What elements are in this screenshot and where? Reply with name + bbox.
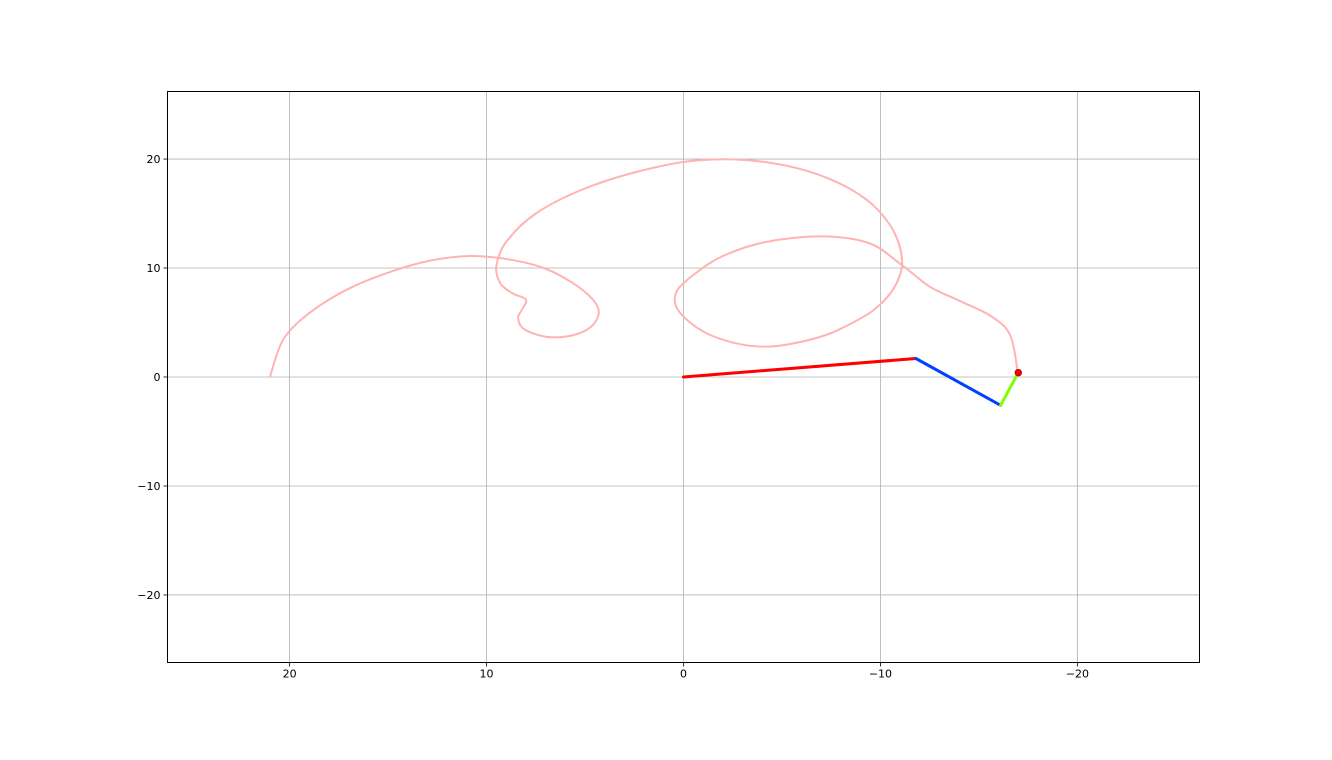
x-tick-label: 10 bbox=[480, 668, 494, 681]
x-tick-label: 0 bbox=[680, 668, 687, 681]
series-arm-link-1 bbox=[682, 357, 918, 379]
series-arm-link-2 bbox=[914, 357, 1003, 407]
series-trace bbox=[268, 158, 1020, 378]
x-tick-label: −20 bbox=[1066, 668, 1089, 681]
y-tick-label: −20 bbox=[137, 589, 160, 602]
series-arm-link-3 bbox=[999, 371, 1020, 407]
x-tick-label: 20 bbox=[283, 668, 297, 681]
end-effector-marker bbox=[1014, 368, 1023, 377]
series-layer bbox=[268, 158, 1023, 407]
x-tick-label: −10 bbox=[869, 668, 892, 681]
grid bbox=[167, 91, 1200, 663]
y-tick-label: 10 bbox=[147, 262, 161, 275]
y-tick-label: −10 bbox=[137, 480, 160, 493]
y-tick-label: 20 bbox=[147, 153, 161, 166]
ticks: 20 10 0 −10 −20 −20 −10 0 10 20 bbox=[137, 153, 1089, 680]
y-tick-label: 0 bbox=[154, 371, 161, 384]
